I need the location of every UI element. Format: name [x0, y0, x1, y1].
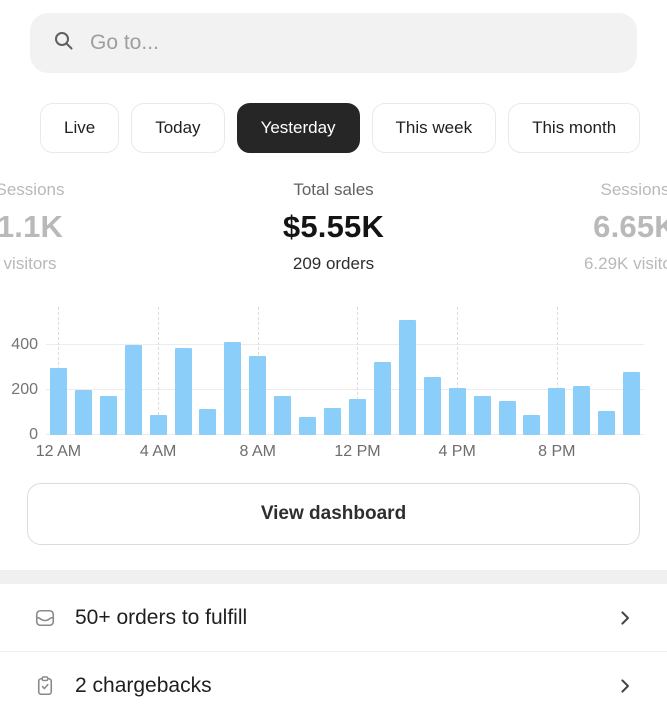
tab-today[interactable]: Today [131, 103, 225, 153]
search-icon [52, 29, 76, 58]
dashboard-button-wrap: View dashboard [27, 483, 640, 545]
bar-4am [149, 414, 167, 435]
bar-4pm [448, 387, 466, 435]
x-tick-label: 12 PM [334, 443, 381, 460]
bar-12am [49, 367, 67, 435]
y-gridline [46, 344, 644, 345]
bar-1am [74, 390, 92, 435]
row-divider [0, 651, 667, 652]
x-gridline [457, 307, 459, 435]
bar-3pm [423, 376, 441, 435]
x-gridline [357, 307, 359, 435]
metrics-carousel[interactable]: Sessions 1.1K visitors Total sales $5.55… [0, 180, 667, 282]
bar-11am [324, 408, 342, 435]
y-gridline [46, 389, 644, 390]
y-tick-label: 200 [11, 381, 38, 398]
bar-5am [174, 348, 192, 435]
bar-6pm [498, 401, 516, 435]
metric-sessions-right: Sessions 6.65K 6.29K visitors [555, 180, 667, 274]
tab-yesterday[interactable]: Yesterday [236, 103, 360, 153]
hourly-sales-bar-chart[interactable]: 0 200 400 12 AM 4 AM 8 AM 12 PM 4 PM 8 PM [11, 307, 644, 461]
x-tick-label: 8 PM [538, 443, 576, 460]
x-tick-label: 12 AM [35, 443, 82, 460]
y-gridline [46, 434, 644, 435]
bar-7am [224, 341, 242, 435]
search-section [30, 13, 637, 73]
bar-5pm [473, 395, 491, 435]
y-tick-label: 400 [11, 336, 38, 353]
list-item-label: 2 chargebacks [75, 673, 212, 697]
bar-1pm [373, 361, 391, 435]
tab-this-month[interactable]: This month [508, 103, 641, 153]
chart-x-axis: 12 AM 4 AM 8 AM 12 PM 4 PM 8 PM [36, 435, 644, 461]
bar-9am [274, 395, 292, 435]
metric-sessions-left: Sessions 1.1K visitors [0, 180, 110, 274]
view-dashboard-button[interactable]: View dashboard [27, 483, 640, 545]
y-tick-label: 0 [29, 426, 38, 443]
search-input[interactable] [90, 31, 615, 55]
tab-live[interactable]: Live [40, 103, 120, 153]
list-item-orders-to-fulfill[interactable]: 50+ orders to fulfill [0, 584, 667, 651]
bar-2pm [398, 320, 416, 435]
bar-8am [249, 356, 267, 435]
bar-12pm [349, 399, 367, 435]
metric-label: Sessions [0, 180, 65, 199]
tab-this-week[interactable]: This week [371, 103, 497, 153]
bar-11pm [623, 372, 641, 435]
x-tick-label: 4 AM [139, 443, 177, 460]
bar-7pm [523, 414, 541, 435]
bar-series [46, 307, 644, 435]
x-tick-label: 4 PM [438, 443, 476, 460]
bar-9pm [573, 385, 591, 435]
chevron-right-icon [615, 676, 635, 696]
x-tick-label: 8 AM [239, 443, 277, 460]
metric-subtext: 6.29K visitors [583, 254, 667, 273]
x-gridline [158, 307, 160, 435]
chargebacks-icon [33, 674, 57, 698]
bar-10am [299, 417, 317, 435]
list-item-label: 50+ orders to fulfill [75, 605, 248, 629]
x-gridline [556, 307, 558, 435]
time-range-tabs: Live Today Yesterday This week This mont… [40, 103, 667, 153]
bar-2am [99, 395, 117, 435]
action-list: 50+ orders to fulfill 2 chargebacks [0, 584, 667, 719]
bar-6am [199, 409, 217, 435]
section-separator [0, 570, 667, 584]
bar-3am [124, 345, 142, 435]
bar-10pm [598, 411, 616, 435]
chart-plot-area: 0 200 400 [11, 307, 644, 443]
chevron-right-icon [615, 608, 635, 628]
metric-value: 6.65K [593, 209, 667, 244]
list-item-chargebacks[interactable]: 2 chargebacks [0, 652, 667, 719]
metric-subtext: visitors [3, 254, 57, 273]
metric-total-sales: Total sales $5.55K 209 orders [214, 180, 454, 274]
metric-value: $5.55K [282, 209, 385, 244]
orders-icon [33, 606, 57, 630]
search-bar[interactable] [30, 13, 637, 73]
metric-label: Sessions [600, 180, 667, 199]
metric-value: 1.1K [0, 209, 64, 244]
bar-8pm [548, 387, 566, 435]
metric-subtext: 209 orders [292, 254, 375, 273]
metric-label: Total sales [293, 180, 374, 199]
